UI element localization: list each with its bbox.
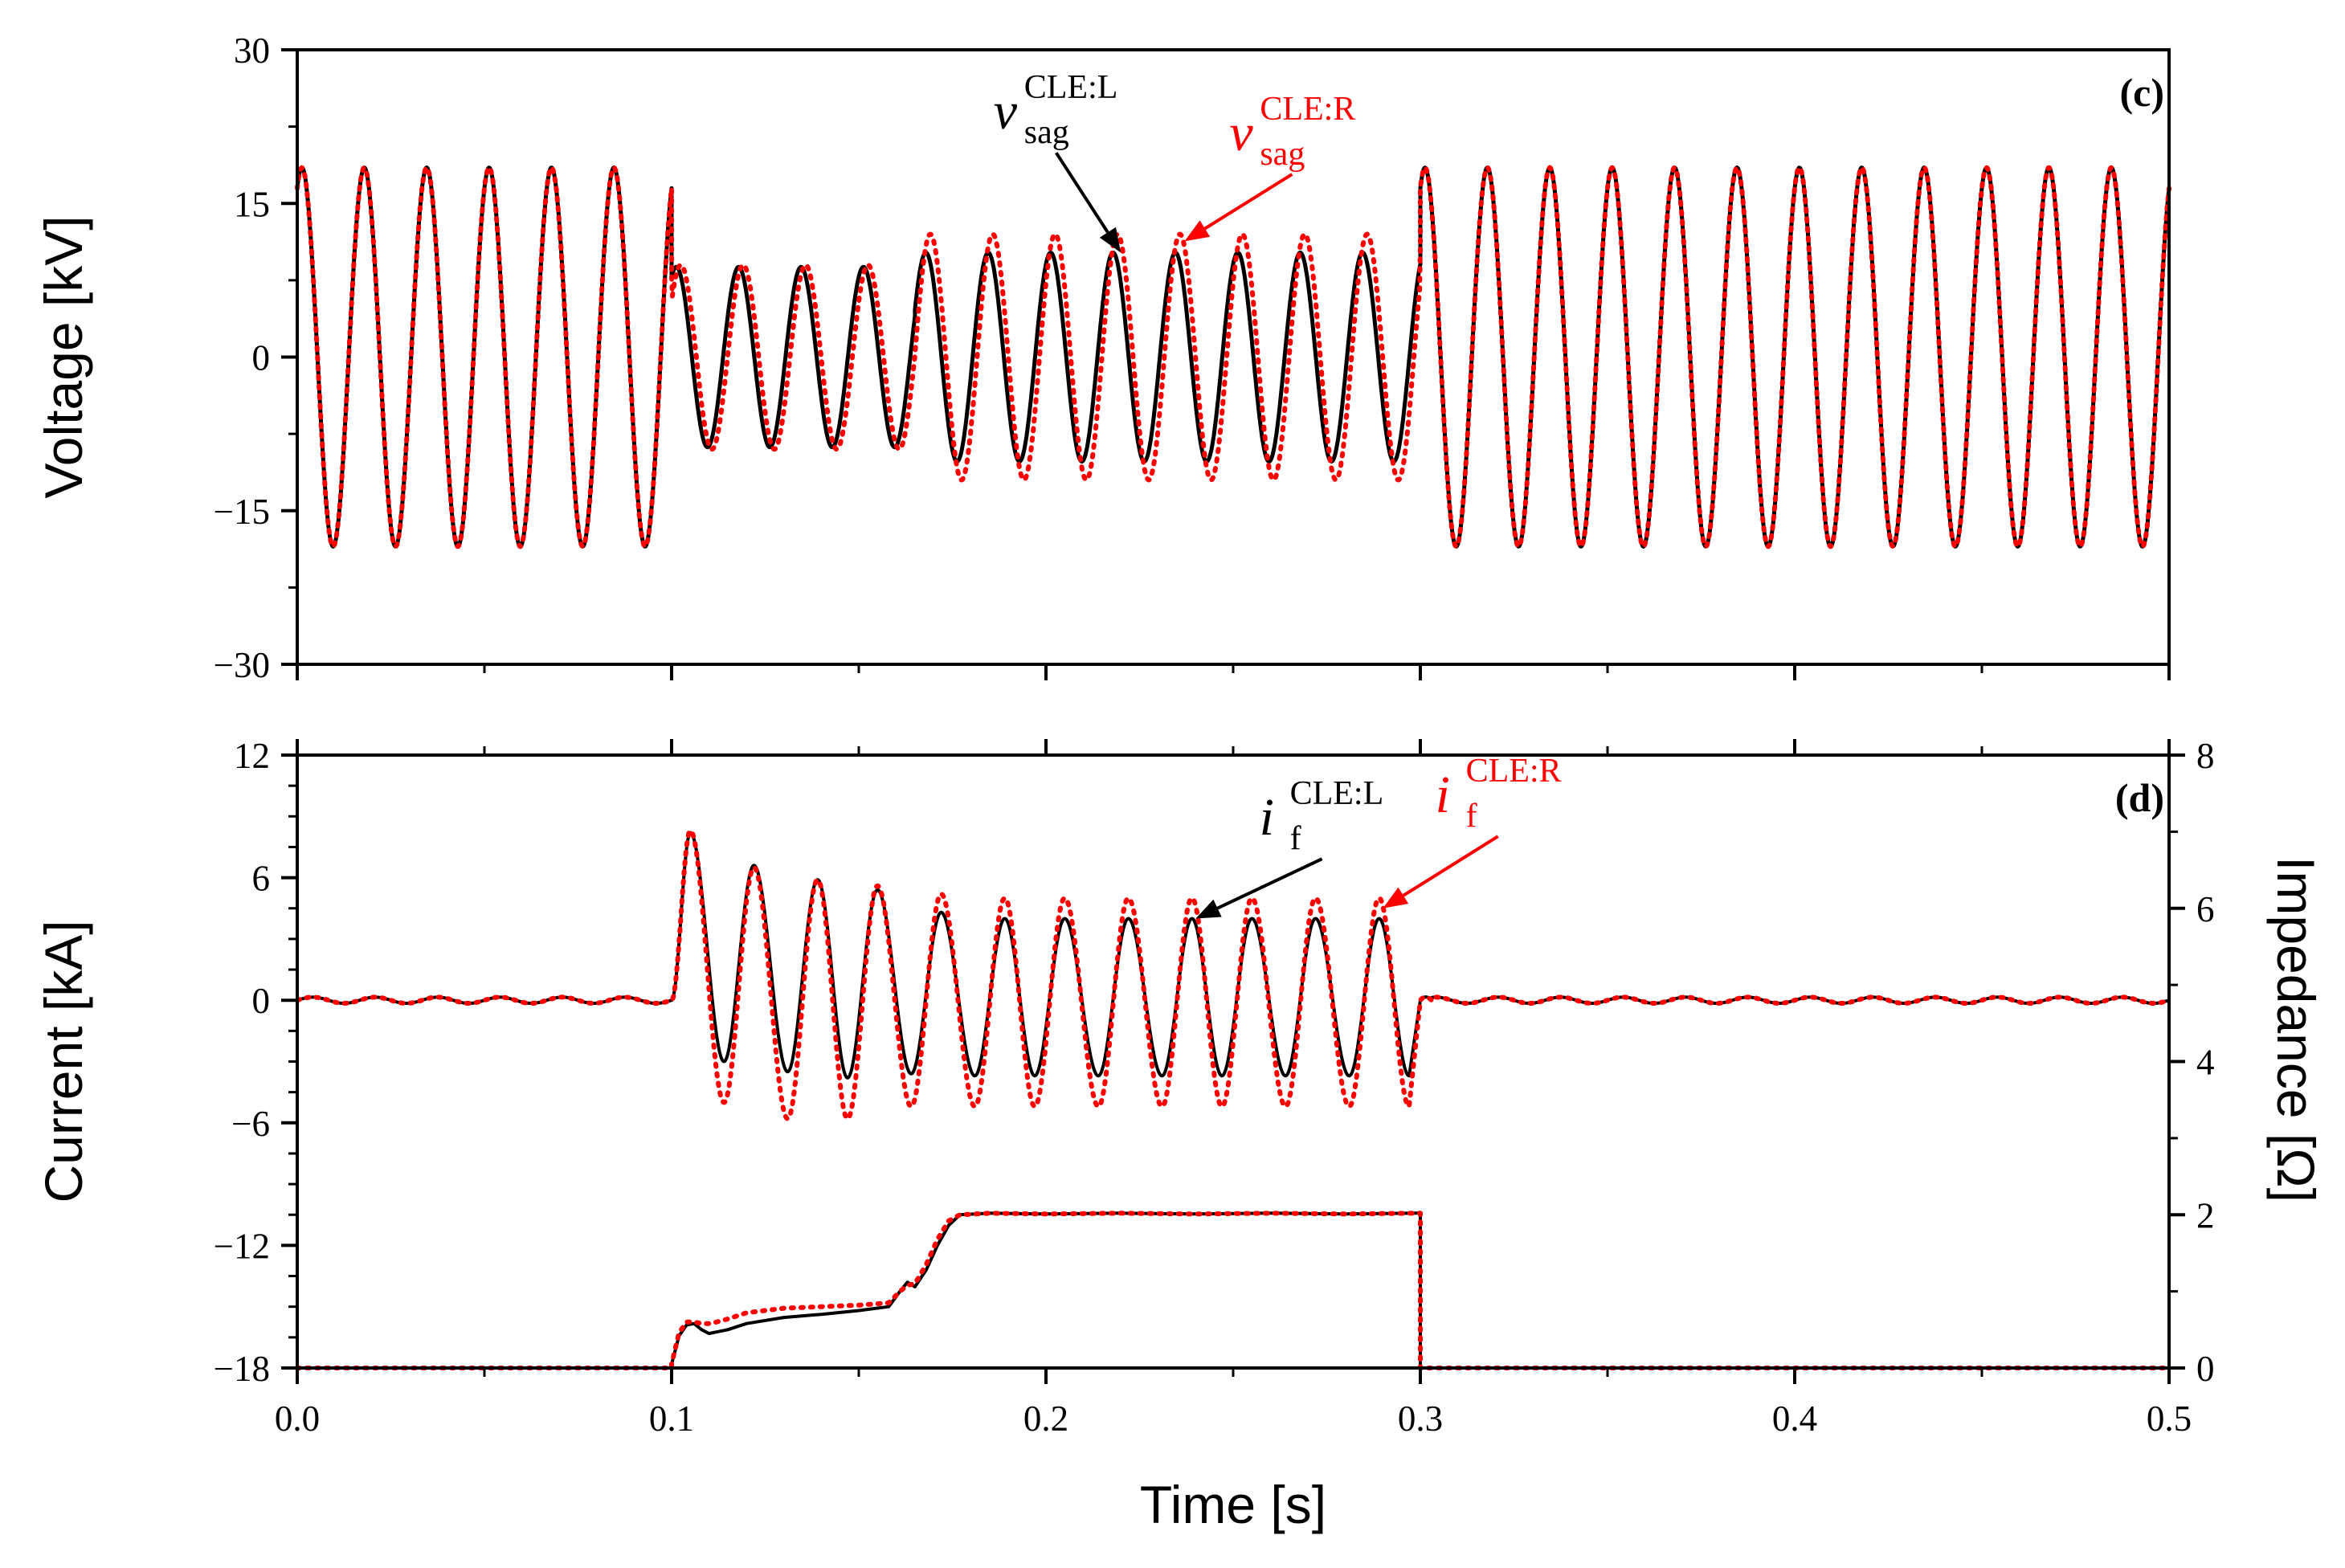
current-ytick-label: 6 (252, 859, 271, 899)
panel-label-c: (c) (2120, 70, 2165, 115)
voltage-cle-r-annotation-subscript: sag (1260, 136, 1305, 173)
time-xtick-label: 0.1 (649, 1399, 694, 1439)
voltage-cle-r-annotation: v sag CLE:R (1184, 91, 1355, 242)
current-ytick-label: 12 (234, 736, 270, 776)
voltage-cle-l-annotation-arrow-line (1055, 152, 1109, 234)
voltage-cle-r-annotation-arrow-head (1184, 220, 1211, 242)
voltage-axis-title: Voltage [kV] (34, 215, 93, 498)
current-cle-r-annotation-superscript: CLE:R (1466, 753, 1562, 790)
impedance-line-cle-l (297, 1211, 2169, 1370)
time-xtick-label: 0.3 (1398, 1399, 1443, 1439)
current-line-cle-l (296, 831, 2171, 1080)
impedance-ytick-label: 4 (2196, 1043, 2215, 1083)
current-ticks: 12 6 0 −6 −12 −18 8 6 4 2 0 0.0 0.1 0.2 0.3 0.4 0.5 (214, 736, 2215, 1439)
current-ytick-label: 0 (252, 981, 271, 1021)
voltage-cle-l-annotation-symbol: v (994, 82, 1018, 141)
voltage-ytick-label: 30 (234, 31, 270, 71)
time-xtick-label: 0.2 (1023, 1399, 1068, 1439)
voltage-line-cle-l (295, 165, 2171, 549)
impedance-line-cle-r (295, 1211, 2171, 1370)
voltage-series (295, 165, 2171, 549)
current-line-cle-r (295, 828, 2171, 1121)
current-axis-title: Current [kA] (34, 920, 93, 1203)
voltage-cle-r-annotation-arrow-line (1203, 173, 1293, 231)
current-cle-l-annotation-superscript: CLE:L (1290, 775, 1384, 812)
impedance-ytick-label: 2 (2196, 1195, 2215, 1235)
current-cle-r-annotation-symbol: i (1436, 766, 1450, 824)
current-cle-r-annotation-arrow-head (1383, 887, 1409, 909)
current-ytick-label: −18 (214, 1349, 270, 1389)
voltage-ytick-label: −15 (214, 492, 270, 532)
current-cle-l-annotation-arrow-head (1195, 899, 1222, 919)
impedance-ytick-label: 6 (2196, 889, 2215, 929)
voltage-ytick-label: 15 (234, 184, 270, 224)
voltage-cle-l-annotation-subscript: sag (1024, 114, 1069, 151)
current-series (295, 828, 2171, 1370)
time-xtick-label: 0.5 (2147, 1399, 2192, 1439)
impedance-ytick-label: 0 (2196, 1349, 2215, 1389)
current-ytick-label: −12 (214, 1226, 270, 1266)
current-ytick-label: −6 (231, 1104, 270, 1144)
voltage-cle-l-annotation: v sag CLE:L (994, 69, 1121, 253)
voltage-cle-r-annotation-superscript: CLE:R (1260, 91, 1355, 128)
panel-label-d: (d) (2115, 775, 2164, 820)
current-cle-r-annotation-subscript: f (1466, 798, 1477, 835)
voltage-ticks: 30 15 0 −15 −30 (214, 31, 2171, 685)
voltage-ytick-label: 0 (252, 338, 271, 378)
voltage-cle-l-annotation-arrow-head (1099, 227, 1121, 253)
time-xtick-label: 0.4 (1772, 1399, 1817, 1439)
voltage-line-cle-r (295, 165, 2171, 549)
impedance-axis-title: Impedance [Ω] (2266, 856, 2326, 1203)
voltage-cle-l-annotation-superscript: CLE:L (1024, 69, 1118, 106)
current-cle-l-annotation: i f CLE:L (1195, 775, 1384, 919)
current-cle-l-annotation-arrow-line (1216, 857, 1323, 910)
current-cle-l-annotation-subscript: f (1290, 820, 1301, 857)
current-cle-r-annotation-arrow-line (1402, 835, 1499, 897)
current-cle-l-annotation-symbol: i (1260, 788, 1274, 847)
time-xtick-label: 0.0 (275, 1399, 320, 1439)
time-axis-title: Time [s] (1140, 1475, 1326, 1534)
voltage-cle-r-annotation-symbol: v (1229, 104, 1253, 162)
voltage-ytick-label: −30 (214, 645, 270, 685)
current-plot-frame (296, 753, 2171, 1370)
current-cle-r-annotation: i f CLE:R (1383, 753, 1562, 909)
impedance-ytick-label: 8 (2196, 736, 2215, 776)
